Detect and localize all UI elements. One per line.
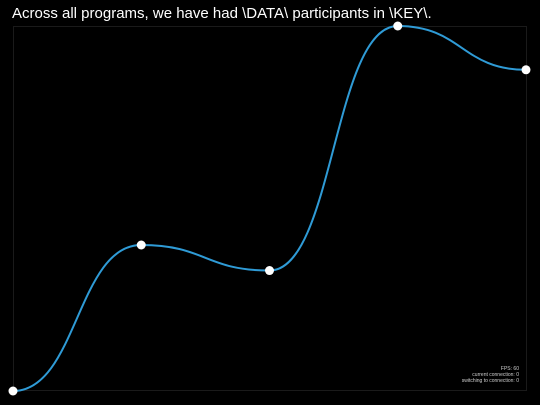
stats-overlay: FPS: 60 current connection: 0 switching … xyxy=(462,366,519,384)
current-connection-readout: current connection: 0 xyxy=(472,372,519,378)
plot-frame xyxy=(13,26,527,391)
series-line xyxy=(12,24,527,392)
chart-title: Across all programs, we have had \DATA\ … xyxy=(12,5,432,22)
data-point-2[interactable] xyxy=(265,266,274,276)
data-point-0[interactable] xyxy=(8,386,18,396)
switching-connection-readout: switching to connection: 0 xyxy=(461,378,519,384)
data-point-1[interactable] xyxy=(136,240,146,250)
series-layer xyxy=(12,24,527,392)
points-layer xyxy=(8,21,531,396)
data-point-4[interactable] xyxy=(521,65,531,75)
fps-readout: FPS: 60 xyxy=(500,366,519,372)
data-point-3[interactable] xyxy=(393,21,403,31)
